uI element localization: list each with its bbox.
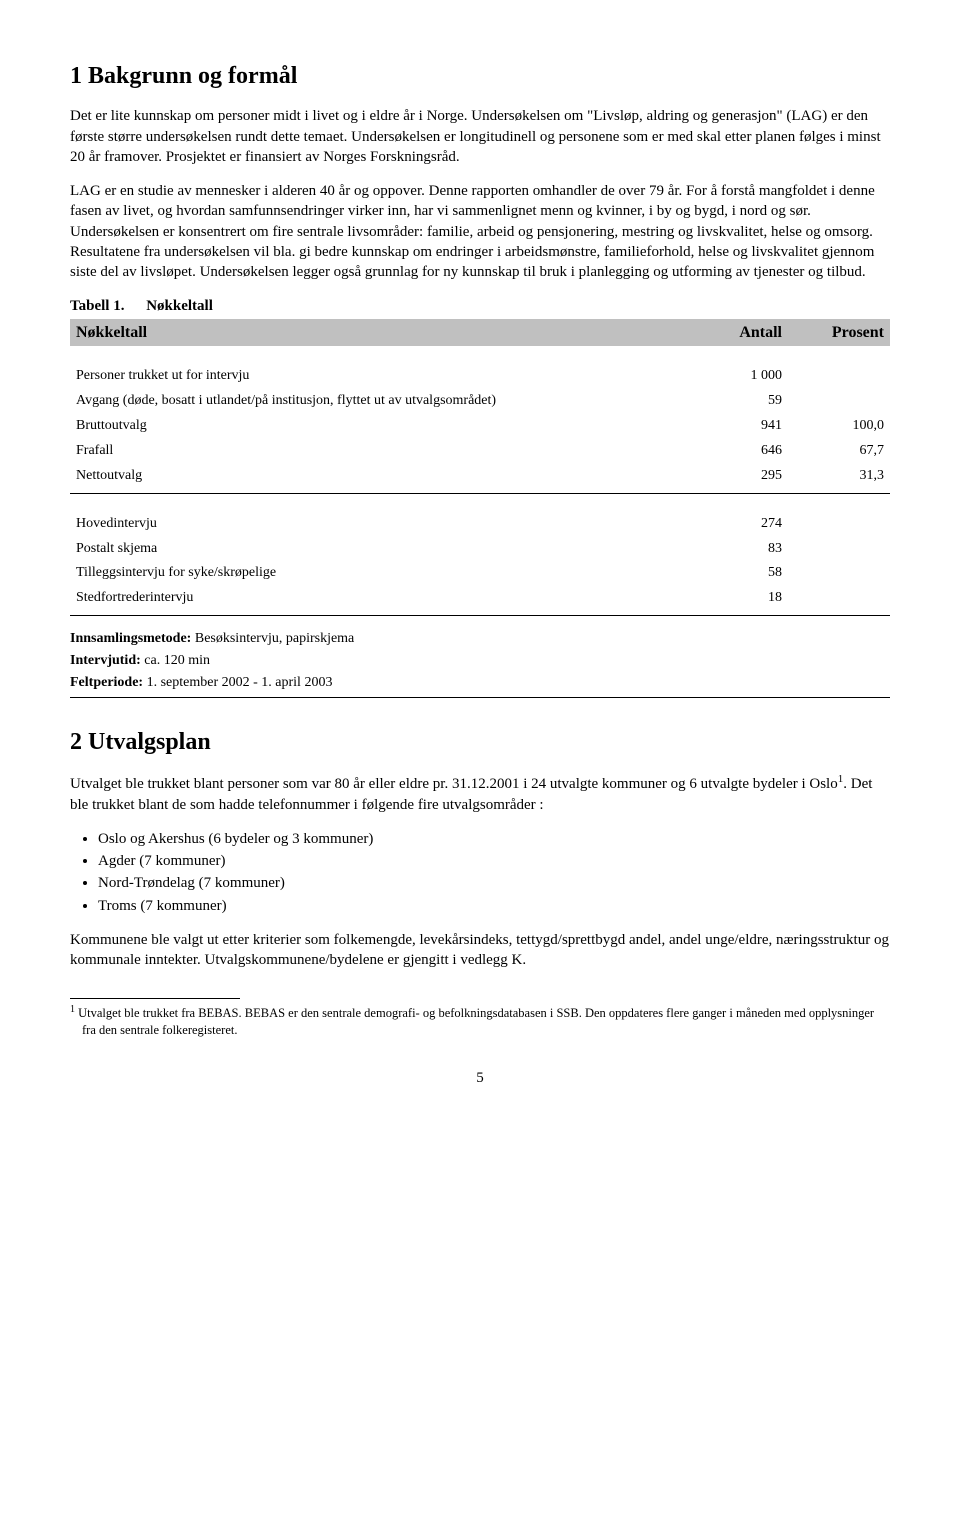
meta-method: Innsamlingsmetode: Besøksintervju, papir… xyxy=(70,630,890,649)
cell-p xyxy=(788,561,890,586)
cell-p xyxy=(788,512,890,537)
cell-p: 67,7 xyxy=(788,439,890,464)
list-item: Oslo og Akershus (6 bydeler og 3 kommune… xyxy=(98,829,890,849)
table-1-rule-c xyxy=(70,697,890,698)
section-2-bullet-list: Oslo og Akershus (6 bydeler og 3 kommune… xyxy=(70,829,890,916)
list-item: Agder (7 kommuner) xyxy=(98,851,890,871)
cell-label: Hovedintervju xyxy=(70,512,686,537)
cell-n: 83 xyxy=(686,537,788,562)
cell-p xyxy=(788,586,890,611)
cell-p xyxy=(788,389,890,414)
section-2-para-2: Kommunene ble valgt ut etter kriterier s… xyxy=(70,930,890,971)
table-row: Stedfortrederintervju 18 xyxy=(70,586,890,611)
meta-time-label: Intervjutid: xyxy=(70,653,141,668)
table-row: Tilleggsintervju for syke/skrøpelige 58 xyxy=(70,561,890,586)
footnote-text: Utvalget ble trukket fra BEBAS. BEBAS er… xyxy=(75,1006,874,1036)
table-row: Nettoutvalg 295 31,3 xyxy=(70,464,890,489)
meta-period: Feltperiode: 1. september 2002 - 1. apri… xyxy=(70,674,890,693)
table-1-group-b: Hovedintervju 274 Postalt skjema 83 Till… xyxy=(70,512,890,612)
meta-period-value: 1. september 2002 - 1. april 2003 xyxy=(143,675,332,690)
cell-label: Tilleggsintervju for syke/skrøpelige xyxy=(70,561,686,586)
meta-time: Intervjutid: ca. 120 min xyxy=(70,652,890,671)
cell-label: Avgang (døde, bosatt i utlandet/på insti… xyxy=(70,389,686,414)
cell-label: Postalt skjema xyxy=(70,537,686,562)
section-2-para-1a: Utvalget ble trukket blant personer som … xyxy=(70,776,838,792)
cell-n: 18 xyxy=(686,586,788,611)
table-1-meta: Innsamlingsmetode: Besøksintervju, papir… xyxy=(70,630,890,693)
list-item: Nord-Trøndelag (7 kommuner) xyxy=(98,873,890,893)
cell-label: Stedfortrederintervju xyxy=(70,586,686,611)
footnote-1: 1 Utvalget ble trukket fra BEBAS. BEBAS … xyxy=(70,1003,890,1038)
cell-p: 100,0 xyxy=(788,414,890,439)
cell-n: 1 000 xyxy=(686,364,788,389)
meta-method-value: Besøksintervju, papirskjema xyxy=(191,631,354,646)
table-1-header: Nøkkeltall Antall Prosent xyxy=(70,319,890,347)
cell-p: 31,3 xyxy=(788,464,890,489)
table-row: Bruttoutvalg 941 100,0 xyxy=(70,414,890,439)
section-1-para-2: LAG er en studie av mennesker i alderen … xyxy=(70,181,890,282)
cell-label: Frafall xyxy=(70,439,686,464)
table-1-header-col3: Prosent xyxy=(788,319,890,347)
table-1-rule-a xyxy=(70,493,890,494)
page-number: 5 xyxy=(70,1068,890,1088)
cell-n: 941 xyxy=(686,414,788,439)
table-1-group-a: Personer trukket ut for intervju 1 000 A… xyxy=(70,364,890,488)
table-1-caption-name: Nøkkeltall xyxy=(146,298,213,314)
section-2-heading: 2 Utvalgsplan xyxy=(70,726,890,758)
cell-n: 59 xyxy=(686,389,788,414)
table-1-caption: Tabell 1. Nøkkeltall xyxy=(70,296,890,316)
table-row: Hovedintervju 274 xyxy=(70,512,890,537)
footnote-rule xyxy=(70,998,240,999)
table-row: Personer trukket ut for intervju 1 000 xyxy=(70,364,890,389)
list-item: Troms (7 kommuner) xyxy=(98,896,890,916)
table-row: Postalt skjema 83 xyxy=(70,537,890,562)
meta-method-label: Innsamlingsmetode: xyxy=(70,631,191,646)
table-1-rule-b xyxy=(70,615,890,616)
table-1-header-col2: Antall xyxy=(686,319,788,347)
cell-n: 295 xyxy=(686,464,788,489)
cell-n: 274 xyxy=(686,512,788,537)
section-1-heading: 1 Bakgrunn og formål xyxy=(70,60,890,92)
table-1-header-col1: Nøkkeltall xyxy=(70,319,686,347)
table-row: Avgang (døde, bosatt i utlandet/på insti… xyxy=(70,389,890,414)
meta-time-value: ca. 120 min xyxy=(141,653,210,668)
cell-label: Personer trukket ut for intervju xyxy=(70,364,686,389)
cell-p xyxy=(788,364,890,389)
cell-n: 58 xyxy=(686,561,788,586)
cell-label: Bruttoutvalg xyxy=(70,414,686,439)
cell-label: Nettoutvalg xyxy=(70,464,686,489)
cell-p xyxy=(788,537,890,562)
table-1-caption-number: Tabell 1. xyxy=(70,298,124,314)
cell-n: 646 xyxy=(686,439,788,464)
section-1-para-1: Det er lite kunnskap om personer midt i … xyxy=(70,106,890,167)
table-row: Frafall 646 67,7 xyxy=(70,439,890,464)
meta-period-label: Feltperiode: xyxy=(70,675,143,690)
section-2-para-1: Utvalget ble trukket blant personer som … xyxy=(70,772,890,815)
